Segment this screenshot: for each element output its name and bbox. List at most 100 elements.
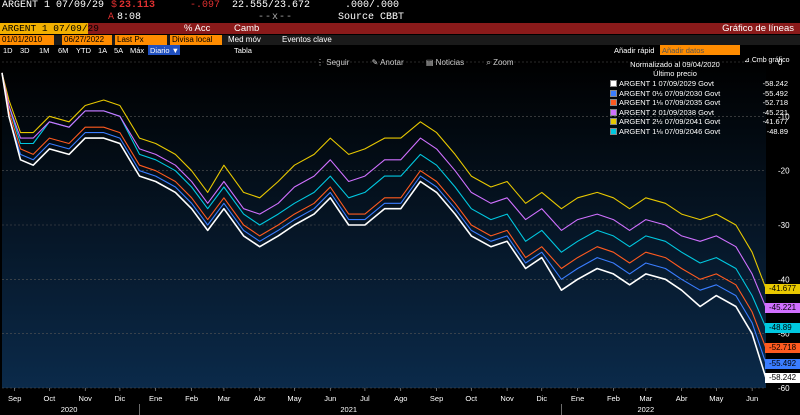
key-events-toggle[interactable]: Eventos clave [282,35,332,44]
x-tick-label: Feb [607,394,620,403]
legend-swatch [610,118,617,125]
y-tick-label: -10 [778,112,790,121]
x-tick-label: Jul [360,394,370,403]
legend-items: ARGENT 1 07/09/2029 Govt -58.242 ARGENT 0½… [610,79,788,137]
legend-item[interactable]: ARGENT 1⅛ 07/09/2035 Govt -52.718 [610,98,788,108]
y-tick-label: -50 [778,330,790,339]
legend-item[interactable]: ARGENT 2 01/09/2038 Govt -45.221 [610,107,788,118]
y-tick-label: -20 [778,167,790,176]
frequency-label: Diario [150,46,170,55]
function-bar: ARGENT 1 07/09/29 % Acc Camb Gráfico de … [0,23,800,34]
legend-series-name: ARGENT 1 07/09/2029 Govt [619,79,714,88]
legend-series-name: ARGENT 2 01/09/2038 Govt [619,107,714,117]
x-tick-label: Oct [465,394,478,403]
camb-toggle[interactable]: Camb [234,23,260,34]
series-line [1,72,767,308]
year-label: 2022 [637,405,654,414]
x-tick-label: Ene [571,394,584,403]
legend-last-value: -55.492 [762,88,788,98]
bid-ask: 22.555/23.672 [232,0,311,11]
period-5a[interactable]: 5A [114,46,124,55]
frequency-select[interactable]: Diario ▼ [148,45,180,55]
legend-header: Normalizado al 09/04/2020 [630,60,720,69]
legend: Normalizado al 09/04/2020 Último precio … [610,60,788,137]
x-tick-label: May [287,394,301,403]
currency-select[interactable]: Divisa local [170,35,222,45]
range-separator: --x-- [258,12,294,23]
legend-item[interactable]: ARGENT 1 07/09/2029 Govt -58.242 [610,79,788,89]
series-line [1,72,767,364]
series-line [1,72,767,349]
price-field-select[interactable]: Last Px [115,35,167,45]
period-ytd[interactable]: YTD [76,46,91,55]
y-tick-label: 0 [778,58,783,67]
legend-swatch [610,89,617,97]
legend-item[interactable]: ARGENT 0½ 07/09/2030 Govt -55.492 [610,88,788,99]
x-tick-label: Sep [430,394,443,403]
legend-last-value: -45.221 [762,107,788,117]
news-tool[interactable]: ▤ Noticias [425,58,465,67]
change-chart-button[interactable]: ⊿ Cmb gráfico [744,57,790,64]
legend-last-value: -58.242 [762,79,788,88]
legend-series-name: ARGENT 1⅛ 07/09/2046 Govt [619,126,721,136]
x-tick-label: Dic [536,394,547,403]
bid-ask-size: .000/.000 [345,0,400,11]
period-3d[interactable]: 3D [20,46,30,55]
date-controls: 01/01/2010 06/27/2022 Last Px Divisa loc… [0,35,800,45]
x-tick-label: Nov [500,394,514,403]
last-value-tag: -58.242 [765,373,800,384]
legend-series-name: ARGENT 0½ 07/09/2030 Govt [619,88,721,98]
quick-add-button[interactable]: Añadir rápid [614,46,655,55]
y-tick-label: -60 [778,384,790,393]
x-tick-label: Nov [79,394,93,403]
annotate-tool-label: Anotar [380,58,404,67]
security-field[interactable]: ARGENT 1 07/09/29 [0,23,99,34]
legend-last-value: -48.89 [766,126,788,136]
acc-toggle[interactable]: % Acc [184,23,211,34]
legend-swatch [610,127,617,135]
annotate-tool[interactable]: ✎ Anotar [371,58,404,67]
chart-toolbar: ⋮ Seguir ✎ Anotar ▤ Noticias ⌕ Zoom [316,58,534,68]
price-change: -.097 [190,0,221,11]
x-tick-label: Ene [149,394,162,403]
ticker-row: ARGENT 1 07/09/29 $ 23.113 -.097 22.555/… [0,0,800,12]
time-row: A 8:08 --x-- Source CBBT [0,12,800,23]
period-1m[interactable]: 1M [39,46,50,55]
last-value-tag: -41.677 [765,283,800,294]
period-max[interactable]: Máx [130,46,145,55]
end-date-field[interactable]: 06/27/2022 [62,35,112,45]
news-tool-label: Noticias [435,58,465,67]
period-1d[interactable]: 1D [3,46,13,55]
follow-tool[interactable]: ⋮ Seguir [316,58,350,67]
x-tick-label: Ago [394,394,407,403]
x-tick-label: Feb [185,394,198,403]
moving-average-toggle[interactable]: Med móv [228,35,261,44]
legend-series-name: ARGENT 1⅛ 07/09/2035 Govt [619,98,721,107]
x-tick-label: Mar [639,394,652,403]
last-value-tag: -45.221 [765,302,800,313]
table-button[interactable]: Tabla [234,46,252,55]
period-1a[interactable]: 1A [98,46,108,55]
legend-last-value: -52.718 [762,98,788,107]
line-chart[interactable]: 0 -10 -20 -30 -40 -50 -60 Sep Oct Nov Dic Ene Feb Mar… [0,56,800,415]
ticker-label[interactable]: ARGENT 1 07/09/29 [2,0,105,11]
x-tick-label: Abr [676,394,688,403]
y-tick-label: -30 [778,221,790,230]
legend-item[interactable]: ARGENT 1⅛ 07/09/2046 Govt -48.89 [610,126,788,137]
start-date-field[interactable]: 01/01/2010 [0,35,54,45]
x-tick-label: Mar [217,394,230,403]
follow-tool-label: Seguir [326,58,350,67]
year-label: 2020 [61,405,78,414]
legend-swatch [610,99,617,106]
period-6m[interactable]: 6M [58,46,69,55]
legend-series-name: ARGENT 2½ 07/09/2041 Govt [619,117,721,126]
zoom-tool[interactable]: ⌕ Zoom [486,58,514,67]
x-tick-label: Abr [254,394,266,403]
legend-last-value: -41.677 [762,117,788,126]
add-data-input[interactable]: Añadir datos [660,45,740,55]
legend-swatch [610,108,617,116]
last-price: 23.113 [119,0,156,11]
x-tick-label: Jun [324,394,336,403]
legend-item[interactable]: ARGENT 2½ 07/09/2041 Govt -41.677 [610,117,788,127]
change-chart-label: Cmb gráfico [751,57,790,64]
